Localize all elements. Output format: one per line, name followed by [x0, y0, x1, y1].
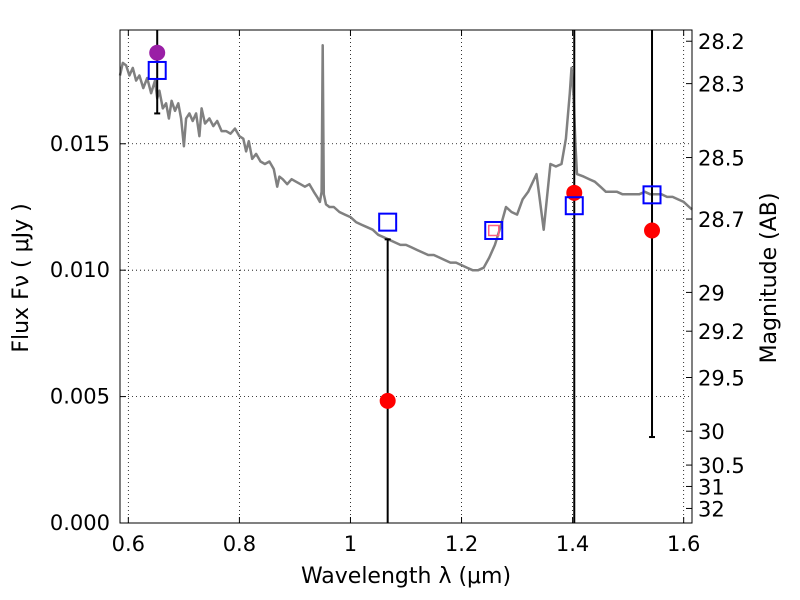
observed-point: [644, 222, 661, 239]
mag-tick-label: 31: [698, 475, 725, 499]
x-tick-label: 0.8: [223, 532, 256, 556]
mag-tick-label: 28.2: [698, 30, 745, 54]
mag-tick-label: 29.5: [698, 367, 745, 391]
model-bandpass-square: [564, 196, 584, 216]
mag-tick-label: 28.7: [698, 208, 745, 232]
x-tick-label: 0.6: [112, 532, 145, 556]
grid-lines: [120, 30, 692, 523]
mag-tick-label: 30.5: [698, 454, 745, 478]
y-tick-label: 0.005: [50, 385, 110, 409]
upper-limit-point: [149, 44, 166, 61]
model-bandpass-square: [642, 185, 662, 205]
mag-tick-label: 30: [698, 420, 725, 444]
model-bandpass-square: [484, 220, 504, 240]
y-tick-label: 0.010: [50, 258, 110, 282]
mag-tick-label: 28.3: [698, 73, 745, 97]
x-tick-label: 1.4: [556, 532, 589, 556]
small-pink-square: [487, 224, 500, 237]
axes: 0.6 0.8 1 1.2 1.4 1.6 0.000 0.005 0.010 0.015 28.2…: [50, 30, 745, 556]
y-tick-label: 0.015: [50, 132, 110, 156]
x-axis-label: Wavelength λ (μm): [301, 564, 511, 589]
observed-point: [566, 184, 583, 201]
y-tick-label: 0.000: [50, 511, 110, 535]
observed-point: [379, 392, 396, 409]
x-tick-label: 1: [344, 532, 357, 556]
y2-axis-label: Magnitude (AB): [757, 193, 782, 364]
model-bandpass-square: [147, 60, 167, 80]
model-bandpass-square: [378, 212, 398, 232]
x-tick-label: 1.2: [445, 532, 478, 556]
series-layer: [118, 30, 693, 523]
mag-tick-label: 29.2: [698, 320, 745, 344]
model-spectrum-line: [118, 43, 693, 272]
x-tick-label: 1.6: [667, 532, 700, 556]
plot-frame: [119, 29, 693, 524]
mag-tick-label: 28.5: [698, 147, 745, 171]
mag-tick-label: 29: [698, 281, 725, 305]
y-axis-label: Flux Fν ( μJy ): [9, 203, 34, 352]
mag-tick-label: 32: [698, 497, 725, 521]
